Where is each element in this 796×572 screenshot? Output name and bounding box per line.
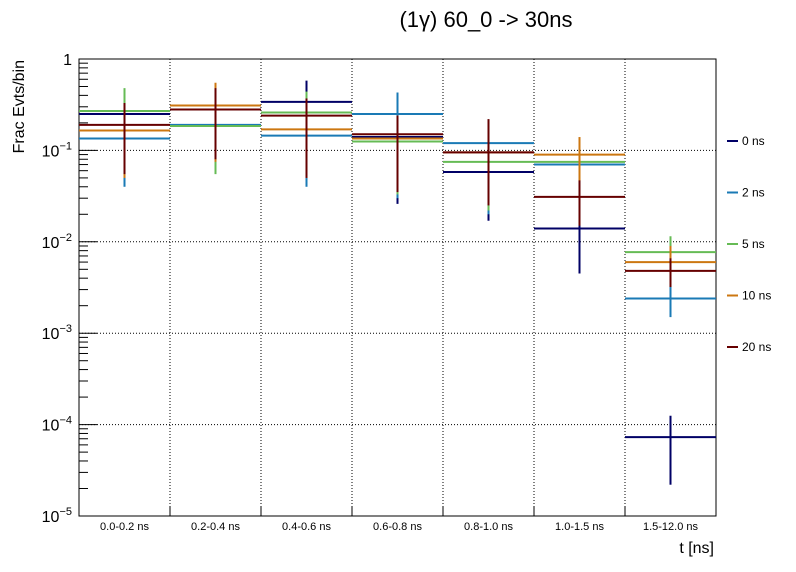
chart-title: (1γ) 60_0 -> 30ns [399,7,572,32]
x-tick-label: 1.0-1.5 ns [555,521,604,533]
series-layer [79,80,716,485]
legend-entry: 5 ns [742,237,765,251]
y-tick-label: 10−1 [42,140,72,160]
x-axis-label: t [ns] [679,540,714,557]
legend-entry: 10 ns [742,289,771,303]
y-tick-label: 10−3 [42,323,72,343]
legend-entry: 20 ns [742,340,771,354]
x-tick-label: 0.8-1.0 ns [464,521,513,533]
x-tick-label: 0.2-0.4 ns [191,521,240,533]
legend-entry: 2 ns [742,186,765,200]
plot-frame [78,58,717,517]
legend-entry: 0 ns [742,134,765,148]
series-20-ns [79,88,716,288]
x-tick-label: 0.4-0.6 ns [282,521,331,533]
y-axis-label: Frac Evts/bin [11,60,28,153]
y-tick-label: 10−2 [42,232,72,252]
y-tick-label: 1 [63,52,72,69]
x-tick-label: 0.0-0.2 ns [100,521,149,533]
x-tick-label: 1.5-12.0 ns [643,521,699,533]
legend: 0 ns 2 ns 5 ns 10 ns 20 ns [727,134,771,354]
y-tick-label: 10−4 [42,415,72,435]
axes: 1 10−1 10−2 10−3 10−4 10−5 0.0-0.2 ns 0.2-0.4 n… [42,52,699,533]
x-tick-label: 0.6-0.8 ns [373,521,422,533]
y-tick-label: 10−5 [42,506,72,526]
